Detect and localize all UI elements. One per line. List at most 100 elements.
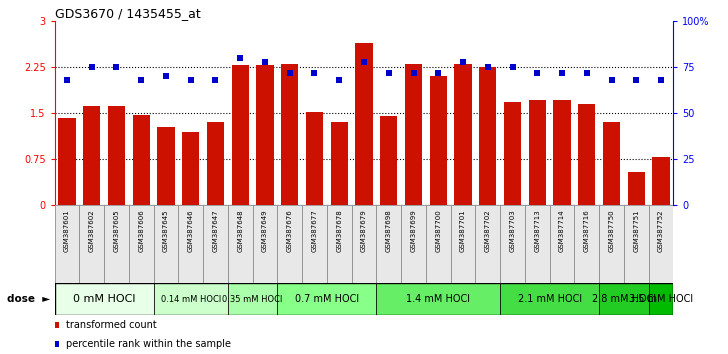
Point xyxy=(234,55,246,61)
Bar xyxy=(154,283,228,315)
Text: GSM387676: GSM387676 xyxy=(287,209,293,252)
Bar xyxy=(132,115,150,205)
Bar xyxy=(203,205,228,283)
Bar xyxy=(355,43,373,205)
Bar xyxy=(207,122,224,205)
Text: 0.7 mM HOCl: 0.7 mM HOCl xyxy=(295,294,359,304)
Point xyxy=(457,59,469,64)
Bar xyxy=(451,205,475,283)
Point xyxy=(556,70,568,76)
Point xyxy=(309,70,320,76)
Point xyxy=(86,64,98,70)
Text: 2.8 mM HOCl: 2.8 mM HOCl xyxy=(592,294,656,304)
Point xyxy=(507,64,518,70)
Bar xyxy=(302,205,327,283)
Bar xyxy=(574,205,599,283)
Bar xyxy=(83,106,100,205)
Text: GSM387703: GSM387703 xyxy=(510,209,515,252)
Bar xyxy=(376,205,401,283)
Text: 3.5 mM HOCl: 3.5 mM HOCl xyxy=(629,294,693,304)
Bar xyxy=(352,205,376,283)
Point xyxy=(135,77,147,83)
Bar xyxy=(331,122,348,205)
Point xyxy=(333,77,345,83)
Bar xyxy=(380,116,397,205)
Bar xyxy=(58,118,76,205)
Point xyxy=(284,70,296,76)
Text: GSM387751: GSM387751 xyxy=(633,209,639,252)
Text: 0 mM HOCl: 0 mM HOCl xyxy=(73,294,135,304)
Bar xyxy=(79,205,104,283)
Bar xyxy=(652,158,670,205)
Point xyxy=(210,77,221,83)
Bar xyxy=(405,64,422,205)
Bar xyxy=(376,283,500,315)
Text: transformed count: transformed count xyxy=(66,320,157,330)
Bar xyxy=(599,205,624,283)
Bar xyxy=(500,283,599,315)
Point xyxy=(630,77,642,83)
Bar xyxy=(504,102,521,205)
Point xyxy=(375,243,387,249)
Bar xyxy=(430,76,447,205)
Bar xyxy=(454,64,472,205)
Bar xyxy=(55,205,79,283)
Bar xyxy=(603,122,620,205)
Text: GSM387701: GSM387701 xyxy=(460,209,466,252)
Bar xyxy=(550,205,574,283)
Text: GSM387602: GSM387602 xyxy=(89,209,95,252)
Point xyxy=(61,77,73,83)
Bar xyxy=(578,104,596,205)
Bar xyxy=(129,205,154,283)
Bar xyxy=(327,205,352,283)
Text: GSM387698: GSM387698 xyxy=(386,209,392,252)
Bar xyxy=(55,283,154,315)
Point xyxy=(160,74,172,79)
Bar xyxy=(599,283,649,315)
Text: GSM387714: GSM387714 xyxy=(559,209,565,252)
Point xyxy=(606,77,617,83)
Point xyxy=(581,70,593,76)
Text: GSM387678: GSM387678 xyxy=(336,209,342,252)
Bar xyxy=(500,205,525,283)
Text: GSM387700: GSM387700 xyxy=(435,209,441,252)
Bar xyxy=(281,64,298,205)
Text: GSM387750: GSM387750 xyxy=(609,209,614,252)
Point xyxy=(375,66,387,72)
Text: GSM387606: GSM387606 xyxy=(138,209,144,252)
Point xyxy=(482,64,494,70)
Bar xyxy=(479,67,496,205)
Text: GSM387605: GSM387605 xyxy=(114,209,119,252)
Bar xyxy=(401,205,426,283)
Text: GSM387702: GSM387702 xyxy=(485,209,491,252)
Text: GSM387716: GSM387716 xyxy=(584,209,590,252)
Bar xyxy=(228,205,253,283)
Point xyxy=(259,59,271,64)
Bar xyxy=(306,112,323,205)
Bar xyxy=(475,205,500,283)
Point xyxy=(531,70,543,76)
Bar xyxy=(628,172,645,205)
Text: GDS3670 / 1435455_at: GDS3670 / 1435455_at xyxy=(55,7,200,20)
Point xyxy=(432,70,444,76)
Text: GSM387752: GSM387752 xyxy=(658,209,664,252)
Bar xyxy=(178,205,203,283)
Bar xyxy=(649,283,673,315)
Bar xyxy=(253,205,277,283)
Point xyxy=(383,70,395,76)
Text: GSM387713: GSM387713 xyxy=(534,209,540,252)
Bar xyxy=(277,205,302,283)
Text: dose  ►: dose ► xyxy=(7,294,50,304)
Point xyxy=(185,77,197,83)
Bar xyxy=(108,106,125,205)
Bar xyxy=(624,205,649,283)
Bar xyxy=(228,283,277,315)
Point xyxy=(111,64,122,70)
Bar xyxy=(104,205,129,283)
Point xyxy=(655,77,667,83)
Bar xyxy=(256,65,274,205)
Point xyxy=(358,59,370,64)
Text: 2.1 mM HOCl: 2.1 mM HOCl xyxy=(518,294,582,304)
Bar xyxy=(232,65,249,205)
Text: GSM387645: GSM387645 xyxy=(163,209,169,252)
